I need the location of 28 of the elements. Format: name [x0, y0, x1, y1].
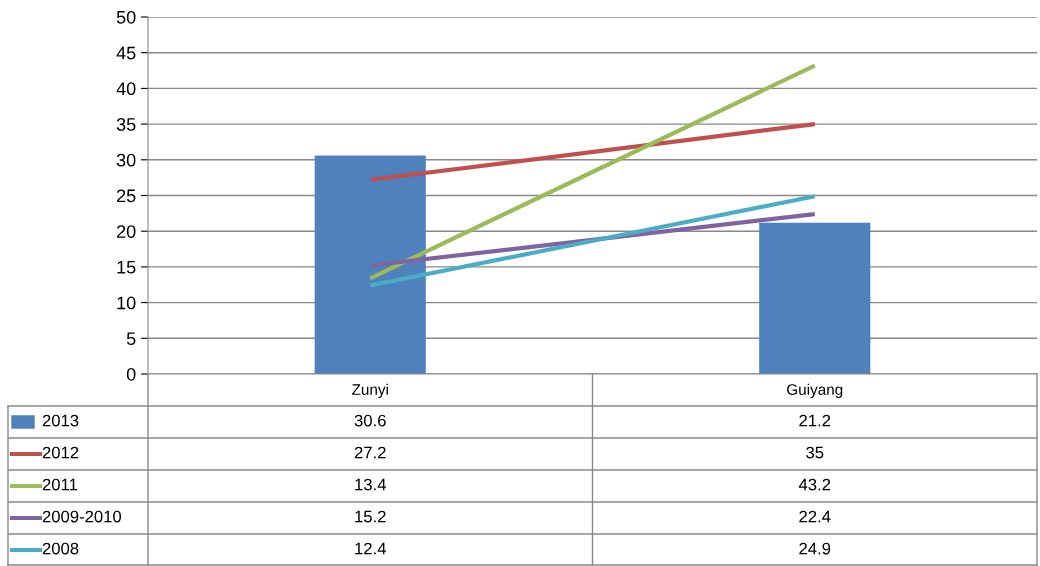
y-tick-label: 45: [116, 46, 136, 60]
data-label: 27.2: [354, 446, 386, 459]
data-label: 15.2: [355, 510, 386, 523]
data-label: 24.9: [799, 542, 831, 555]
y-tick-label: 40: [116, 82, 136, 96]
data-label: 12.4: [355, 542, 386, 555]
y-tick-label: 15: [117, 261, 136, 274]
y-tick-label: 25: [117, 189, 136, 203]
y-tick-label: 30: [116, 153, 136, 167]
y-tick-label: 5: [126, 332, 136, 346]
legend-label: 2012: [42, 446, 79, 459]
y-tick-label: 35: [116, 118, 136, 131]
data-label: 30.6: [354, 414, 386, 427]
legend-label: 2008: [42, 542, 79, 555]
legend-label: 2013: [42, 414, 79, 427]
y-tick-label: 10: [117, 296, 136, 310]
x-tick-label: Zunyi: [352, 383, 388, 398]
legend-label: 2011: [42, 478, 78, 491]
data-label: 21.2: [799, 414, 831, 427]
data-label: 43.2: [798, 478, 831, 491]
data-label: 22.4: [799, 510, 831, 523]
y-tick-label: 20: [117, 225, 136, 238]
data-label: 35: [806, 446, 824, 459]
x-tick-label: Guiyang: [787, 383, 843, 398]
legend-label: 2009-2010: [42, 510, 122, 523]
y-tick-label: 0: [126, 367, 136, 381]
data-label: 13.4: [355, 478, 386, 491]
y-tick-label: 50: [116, 10, 136, 24]
